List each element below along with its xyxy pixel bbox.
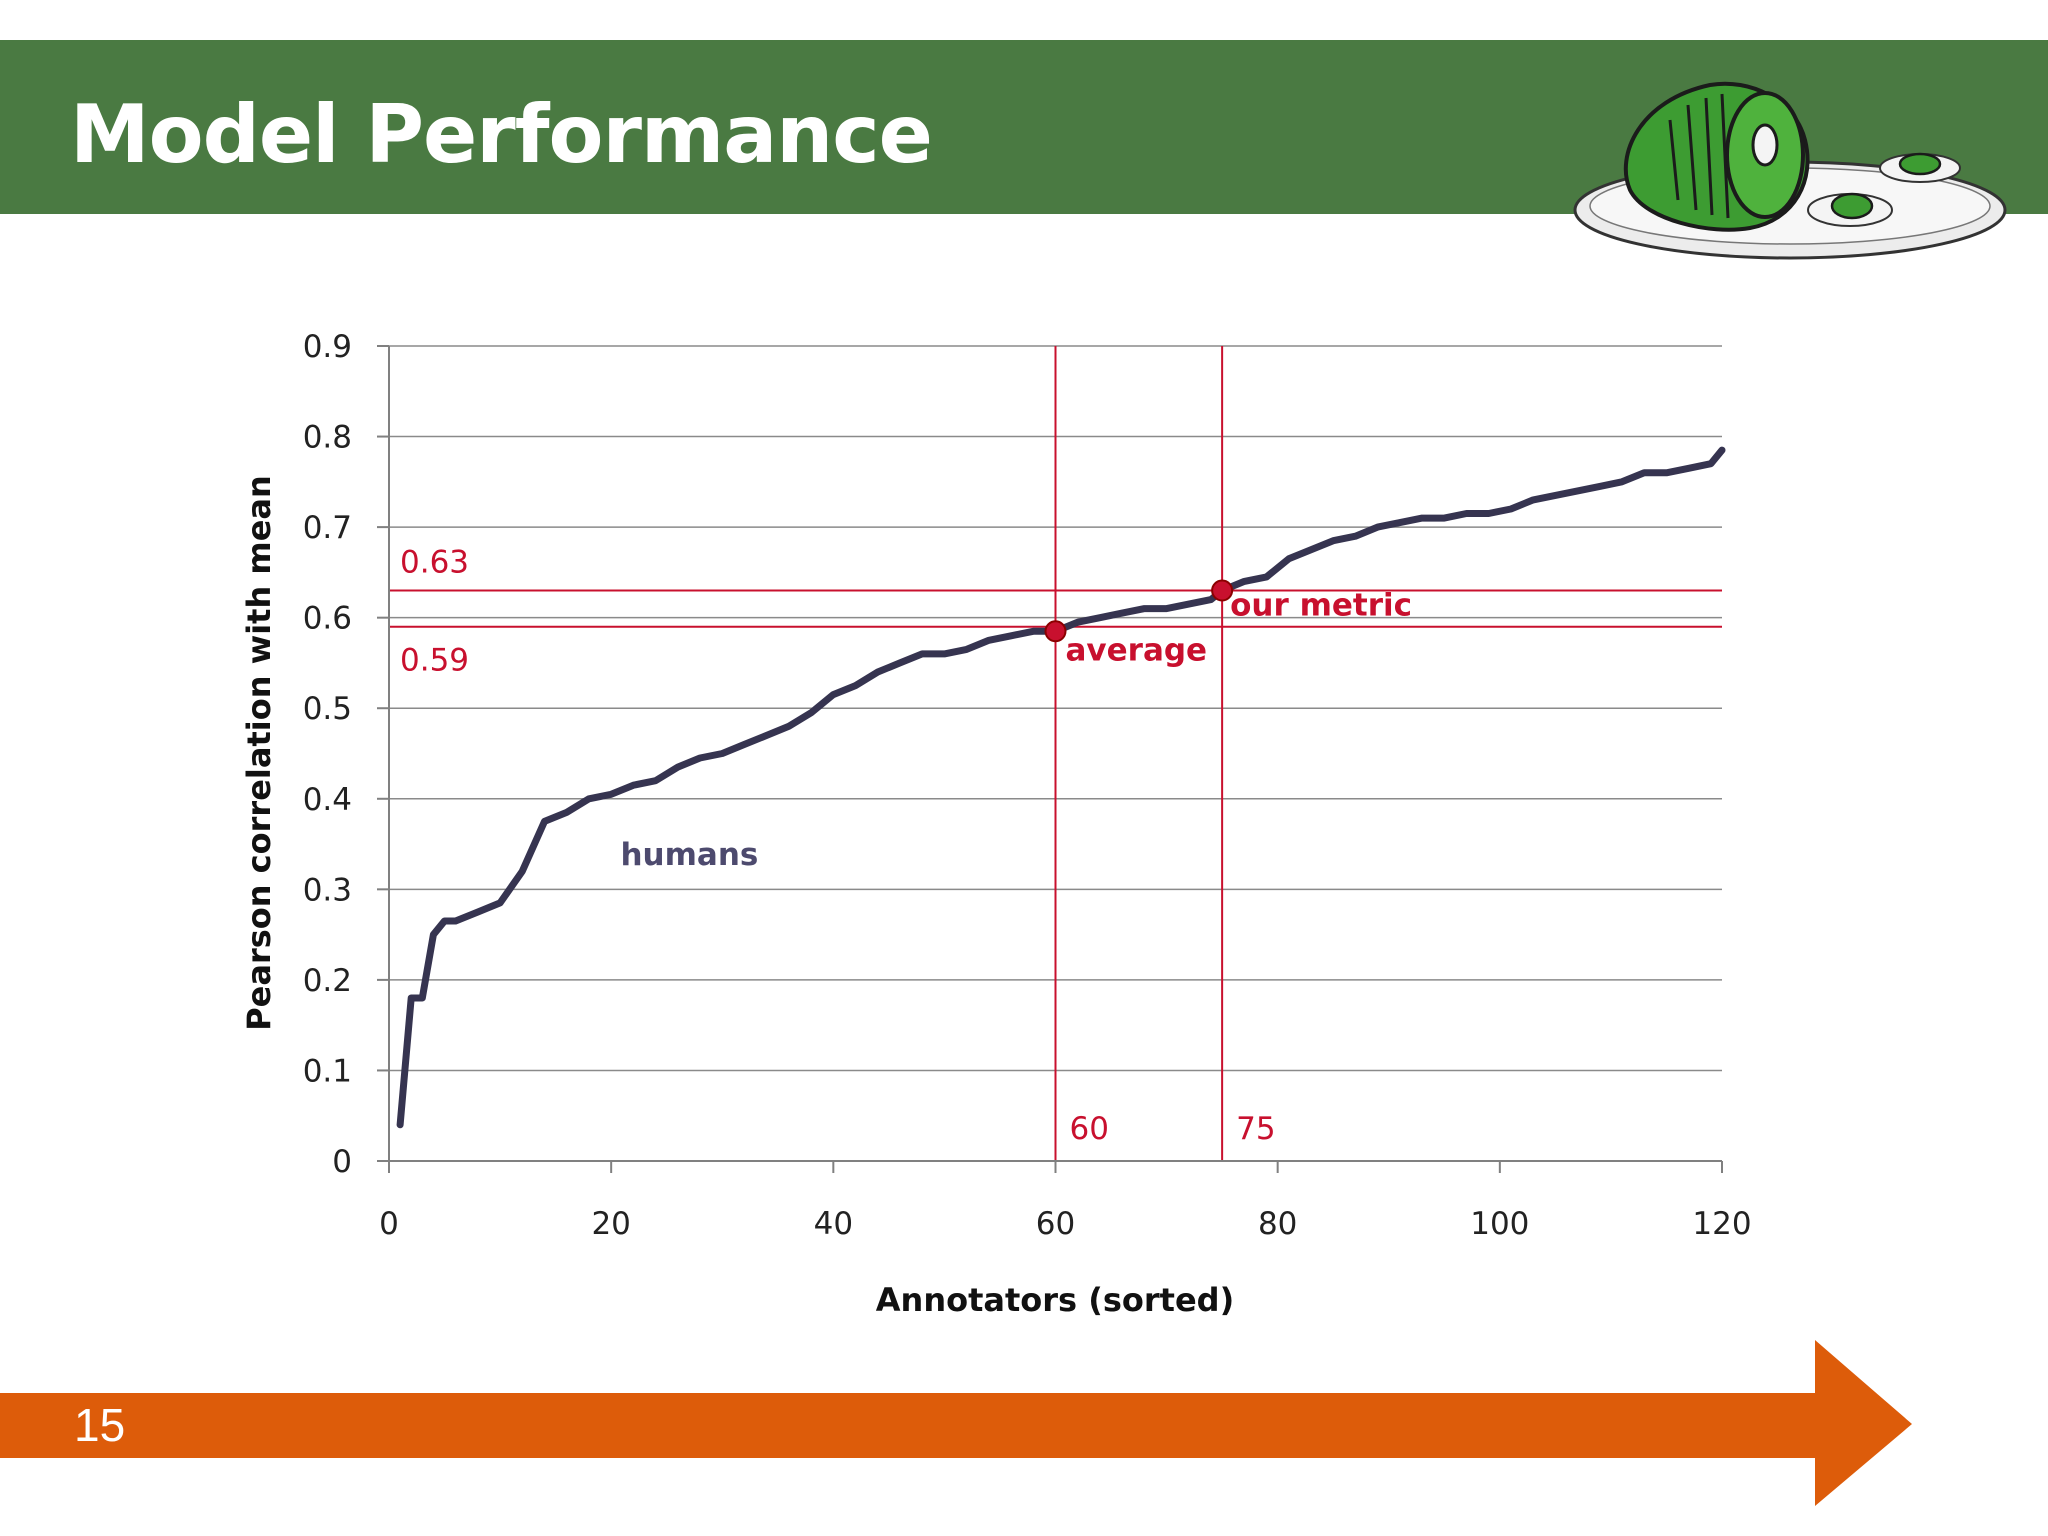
h-reference-label: 0.63 <box>400 545 469 581</box>
x-axis-label: Annotators (sorted) <box>876 1281 1234 1319</box>
series <box>396 446 1726 1129</box>
x-tick-label: 60 <box>1036 1206 1075 1242</box>
series-annotation: humans <box>620 837 758 873</box>
ham-shape <box>1623 81 1810 232</box>
x-tick-label: 100 <box>1470 1206 1529 1242</box>
y-tick-label: 0.8 <box>303 420 352 456</box>
highlighted-points: average our metric <box>1044 579 1412 668</box>
green-ham-illustration <box>1573 81 2007 260</box>
y-tick-label: 0.5 <box>303 691 352 727</box>
green-eggs <box>1807 152 1961 227</box>
v-reference-label: 75 <box>1236 1111 1275 1147</box>
x-tick-label: 0 <box>379 1206 399 1242</box>
point-label: average <box>1066 632 1208 668</box>
point-label: our metric <box>1230 588 1412 624</box>
h-reference-label: 0.59 <box>400 643 469 679</box>
reference-lines: 0.63 0.59 60 75 <box>389 346 1722 1161</box>
x-tick-label: 40 <box>814 1206 853 1242</box>
y-tick-label: 0.3 <box>303 872 352 908</box>
x-tick-label: 120 <box>1692 1206 1751 1242</box>
y-tick-label: 0.6 <box>303 601 352 637</box>
x-tick-label: 20 <box>591 1206 630 1242</box>
y-tick-label: 0.9 <box>303 329 352 365</box>
slide-title: Model Performance <box>70 88 933 181</box>
x-tick-label: 80 <box>1258 1206 1297 1242</box>
y-tick-label: 0.7 <box>303 510 352 546</box>
y-axis-ticks: 0 0.1 0.2 0.3 0.4 0.5 0.6 0.7 0.8 0.9 <box>303 329 389 1180</box>
highlight-point <box>1044 620 1067 643</box>
v-reference-label: 60 <box>1070 1111 1109 1147</box>
x-axis-ticks: 0 20 40 60 80 100 120 <box>379 1161 1752 1242</box>
y-tick-label: 0 <box>332 1144 352 1180</box>
slide-number: 15 <box>74 1399 126 1451</box>
arrow-shape <box>0 1340 1912 1506</box>
y-tick-label: 0.4 <box>303 782 352 818</box>
highlight-point <box>1211 579 1234 602</box>
y-tick-label: 0.1 <box>303 1053 352 1089</box>
progress-arrow <box>0 1340 1912 1506</box>
y-axis-label: Pearson correlation with mean <box>240 475 278 1031</box>
y-tick-label: 0.2 <box>303 963 352 999</box>
series-line-humans <box>396 446 1726 1129</box>
annotations: humans <box>620 837 758 873</box>
